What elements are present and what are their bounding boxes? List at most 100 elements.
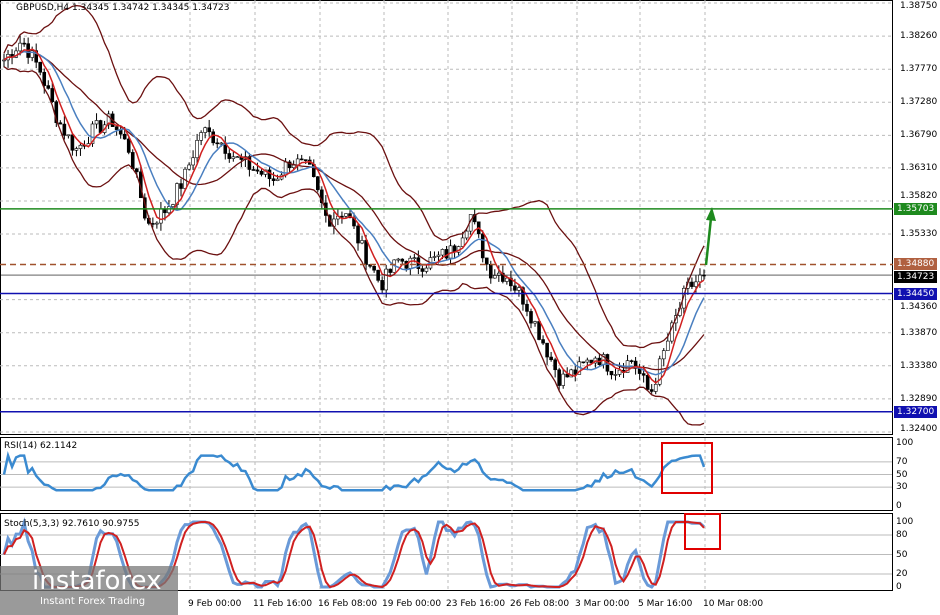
time-tick: 5 Mar 16:00 bbox=[638, 599, 693, 609]
price-tick: 1.38750 bbox=[900, 1, 938, 11]
price-tick: 1.38260 bbox=[900, 31, 938, 41]
candle-body bbox=[348, 213, 352, 219]
stoch-signal bbox=[3, 521, 705, 589]
rsi-line bbox=[2, 451, 706, 492]
candle-body bbox=[211, 131, 215, 144]
highlight-box bbox=[661, 442, 713, 494]
stoch-tick: 0 bbox=[896, 582, 902, 592]
candle-body bbox=[275, 178, 280, 181]
candle-body bbox=[613, 374, 618, 376]
candle-body bbox=[130, 152, 135, 170]
candle-body bbox=[122, 133, 127, 140]
candle-body bbox=[191, 157, 195, 166]
price-tick: 1.34360 bbox=[900, 302, 938, 312]
stoch-pane bbox=[0, 513, 893, 591]
candle-body bbox=[46, 85, 51, 89]
candle-body bbox=[299, 158, 304, 161]
candle-body bbox=[501, 272, 505, 282]
price-tick: 1.32890 bbox=[900, 394, 938, 404]
ma-blue bbox=[3, 50, 705, 376]
stoch-tick: 20 bbox=[896, 569, 908, 579]
candle-body bbox=[444, 249, 449, 259]
candle-body bbox=[698, 274, 702, 283]
time-tick: 23 Feb 16:00 bbox=[446, 599, 506, 609]
candle-body bbox=[155, 222, 159, 225]
candle-body bbox=[106, 113, 111, 126]
candle-body bbox=[74, 148, 79, 151]
candle-body bbox=[187, 164, 191, 170]
candle-body bbox=[167, 206, 171, 214]
candle-body bbox=[271, 178, 276, 181]
candle-body bbox=[380, 280, 384, 291]
time-tick: 10 Mar 08:00 bbox=[703, 599, 764, 609]
candle-body bbox=[78, 144, 83, 149]
candle-body bbox=[565, 373, 570, 378]
candle-body bbox=[195, 140, 199, 159]
candle-body bbox=[665, 340, 670, 351]
candle-body bbox=[199, 132, 203, 141]
candle-body bbox=[525, 303, 529, 312]
candle-body bbox=[340, 215, 344, 218]
candle-body bbox=[396, 258, 401, 261]
candle-body bbox=[464, 230, 469, 239]
candle-body bbox=[484, 257, 489, 265]
candle-body bbox=[151, 223, 155, 225]
candle-body bbox=[505, 277, 509, 282]
price-tick: 1.32400 bbox=[900, 424, 938, 434]
candle-body bbox=[384, 268, 388, 291]
candle-body bbox=[412, 257, 417, 259]
candle-body bbox=[400, 258, 405, 262]
candle-body bbox=[448, 245, 453, 259]
candle-body bbox=[545, 342, 549, 358]
price-tick: 1.33380 bbox=[900, 361, 938, 371]
candle-body bbox=[432, 256, 437, 258]
candle-body bbox=[22, 42, 26, 45]
candle-body bbox=[207, 127, 211, 133]
candle-body bbox=[159, 208, 163, 224]
candle-body bbox=[259, 170, 264, 175]
candle-body bbox=[573, 369, 578, 375]
candle-body bbox=[66, 134, 71, 137]
candle-body bbox=[163, 208, 167, 214]
rsi-tick: 30 bbox=[896, 482, 908, 492]
candle-body bbox=[557, 369, 561, 386]
candle-body bbox=[549, 356, 553, 361]
logo-tagline: Instant Forex Trading bbox=[40, 596, 146, 607]
rsi-tick: 0 bbox=[896, 501, 902, 511]
candle-body bbox=[694, 281, 698, 287]
candle-body bbox=[497, 272, 501, 276]
candle-body bbox=[344, 213, 348, 217]
candle-body bbox=[661, 350, 666, 360]
candle-body bbox=[171, 204, 175, 207]
level-tag: 1.35703 bbox=[894, 203, 938, 215]
candle-body bbox=[533, 321, 537, 324]
candle-body bbox=[682, 287, 686, 309]
candle-body bbox=[488, 263, 493, 279]
stoch-tick: 100 bbox=[896, 517, 914, 527]
candle-body bbox=[553, 359, 557, 371]
level-tag: 1.34723 bbox=[894, 271, 938, 283]
time-tick: 16 Feb 08:00 bbox=[318, 599, 378, 609]
candle-body bbox=[179, 183, 183, 189]
candle-body bbox=[360, 240, 364, 244]
rsi-tick: 100 bbox=[896, 438, 914, 448]
candle-body bbox=[513, 285, 517, 291]
candle-body bbox=[657, 358, 662, 385]
instaforex-logo: instaforex Instant Forex Trading bbox=[0, 566, 178, 615]
price-tick: 1.37770 bbox=[900, 64, 938, 74]
candle-body bbox=[653, 383, 658, 392]
candle-body bbox=[90, 123, 95, 144]
candle-body bbox=[267, 169, 272, 180]
arrow-head-icon bbox=[706, 207, 716, 221]
time-tick: 19 Feb 00:00 bbox=[382, 599, 442, 609]
level-tag: 1.32700 bbox=[894, 406, 938, 418]
candle-body bbox=[320, 189, 324, 204]
stoch-label: Stoch(5,3,3) 92.7610 90.9755 bbox=[4, 519, 140, 529]
candle-body bbox=[649, 389, 654, 392]
candle-body bbox=[561, 373, 565, 386]
rsi-tick: 70 bbox=[896, 457, 908, 467]
candle-body bbox=[303, 159, 308, 161]
candle-body bbox=[235, 156, 240, 158]
candle-body bbox=[50, 88, 55, 103]
